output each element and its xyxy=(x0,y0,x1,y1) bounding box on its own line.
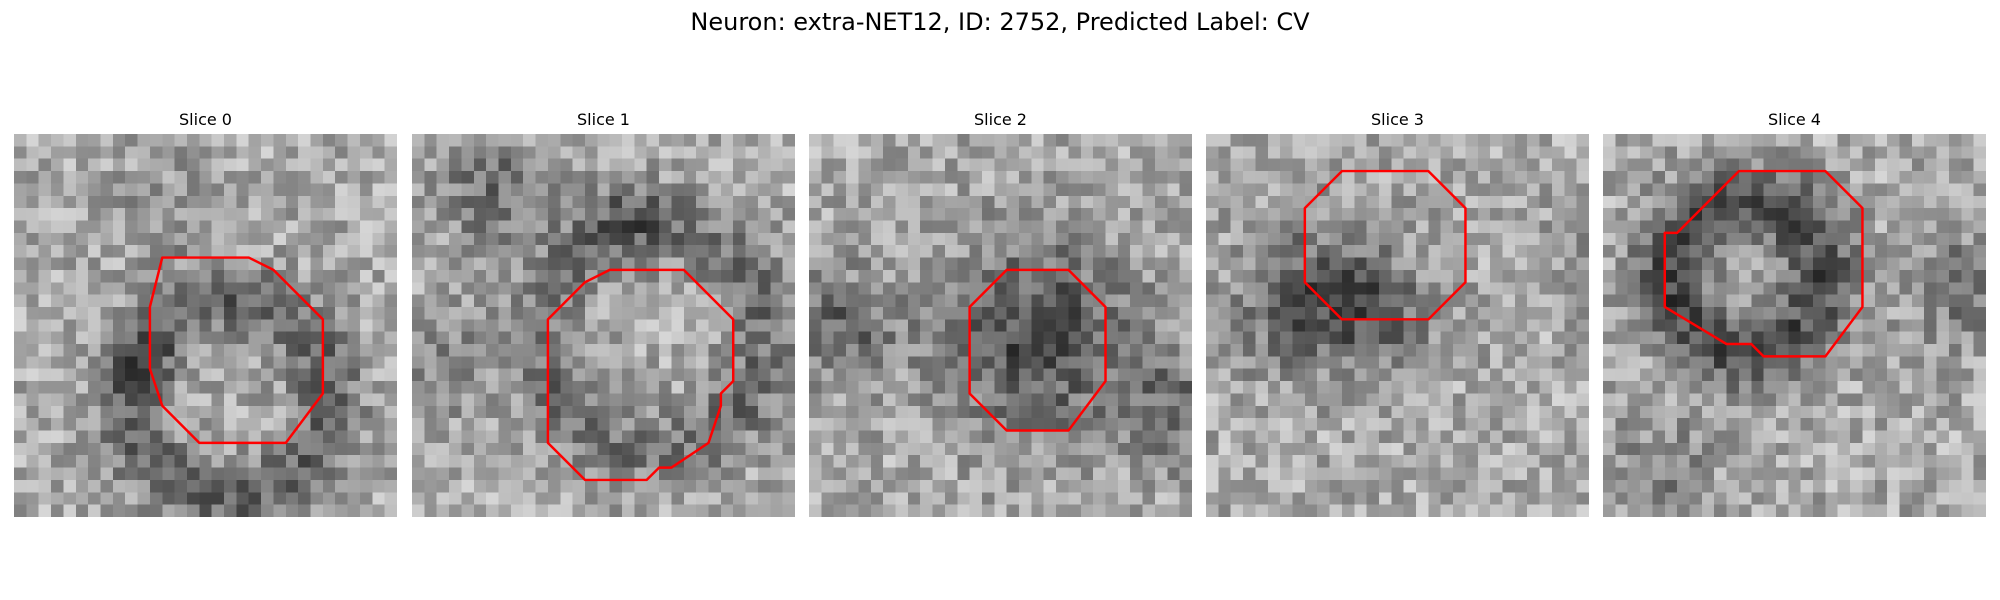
contour-overlay xyxy=(1663,169,1864,358)
contour-overlay xyxy=(148,256,325,445)
segmentation-contour xyxy=(968,268,1107,432)
slice-title: Slice 3 xyxy=(1371,110,1424,129)
contour-overlay xyxy=(968,268,1107,432)
microscopy-image xyxy=(809,134,1192,517)
microscopy-image xyxy=(1603,134,1986,517)
segmentation-contour xyxy=(148,256,325,445)
slice-title: Slice 4 xyxy=(1768,110,1821,129)
microscopy-image xyxy=(1206,134,1589,517)
slice-title: Slice 2 xyxy=(974,110,1027,129)
figure-title: Neuron: extra-NET12, ID: 2752, Predicted… xyxy=(690,8,1310,36)
segmentation-contour xyxy=(1303,169,1467,321)
slice-image xyxy=(1603,134,1986,517)
slice-image xyxy=(1206,134,1589,517)
microscopy-image xyxy=(412,134,795,517)
slice-image xyxy=(14,134,397,517)
slice-panel-2: Slice 2 xyxy=(809,106,1192,517)
slice-panel-4: Slice 4 xyxy=(1603,106,1986,517)
slice-panel-3: Slice 3 xyxy=(1206,106,1589,517)
slice-image xyxy=(809,134,1192,517)
slice-panel-0: Slice 0 xyxy=(14,106,397,517)
slice-title: Slice 1 xyxy=(577,110,630,129)
segmentation-contour xyxy=(546,268,735,482)
slice-image xyxy=(412,134,795,517)
contour-overlay xyxy=(546,268,735,482)
segmentation-contour xyxy=(1663,169,1864,358)
contour-overlay xyxy=(1303,169,1467,321)
slice-title: Slice 0 xyxy=(179,110,232,129)
slice-panel-1: Slice 1 xyxy=(412,106,795,517)
microscopy-image xyxy=(14,134,397,517)
